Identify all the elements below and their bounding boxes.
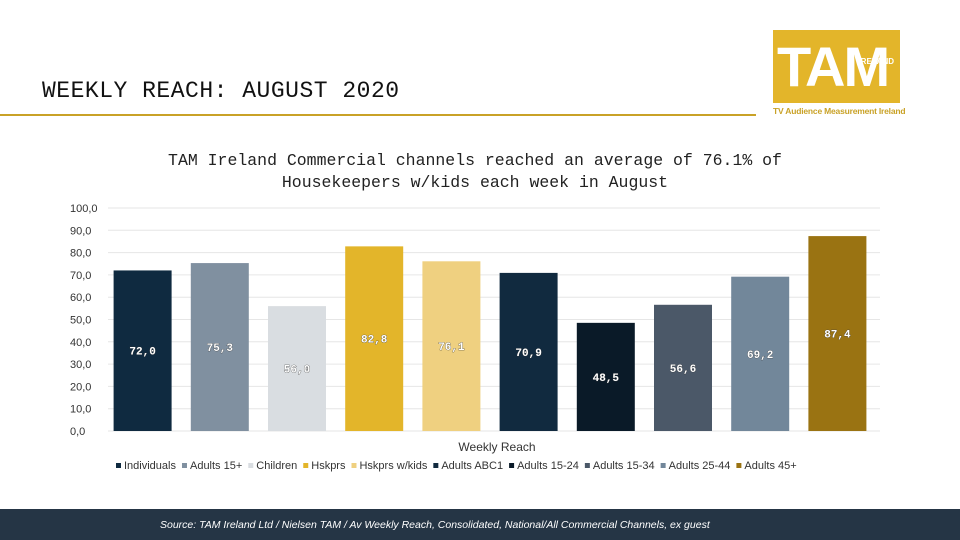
- data-label: 70,9: [515, 348, 541, 360]
- y-tick-label: 50,0: [70, 315, 91, 327]
- y-tick-label: 60,0: [70, 292, 91, 304]
- legend-swatch: [181, 463, 187, 468]
- logo-tagline: TV Audience Measurement Ireland: [773, 106, 906, 116]
- y-tick-label: 40,0: [70, 337, 91, 349]
- footer-bar: Source: TAM Ireland Ltd / Nielsen TAM / …: [0, 509, 960, 540]
- bar-individuals: [113, 270, 172, 431]
- y-tick-label: 30,0: [70, 359, 91, 371]
- data-label: 76,1: [438, 342, 465, 354]
- y-tick-label: 10,0: [70, 404, 91, 416]
- bar-hskprs: [345, 246, 404, 431]
- bar-adults-25-44: [731, 276, 790, 431]
- legend-swatch: [584, 463, 590, 468]
- weekly-reach-bar-chart: 100,0 90,0 80,0 70,0 60,0 50,0 40,0 30,0 20,0 10,…: [70, 203, 880, 472]
- legend-swatch: [433, 463, 439, 468]
- slide-title: WEEKLY REACH: AUGUST 2020: [42, 78, 400, 104]
- legend-swatch: [248, 463, 254, 468]
- data-label: 48,5: [593, 373, 620, 385]
- y-tick-label: 100,0: [70, 203, 98, 215]
- legend-swatch: [660, 463, 666, 468]
- legend-swatch: [116, 463, 121, 468]
- legend-label: Hskprs: [311, 460, 346, 472]
- data-label: 82,8: [361, 335, 388, 347]
- bar-adults-45-: [808, 236, 867, 431]
- title-divider: [0, 114, 756, 116]
- y-tick-label: 90,0: [70, 225, 91, 237]
- legend-swatch: [509, 463, 515, 468]
- legend-label: Adults ABC1: [441, 460, 503, 472]
- legend-label: Adults 15-34: [593, 460, 655, 472]
- legend-label: Adults 15-24: [517, 460, 579, 472]
- bar-adults-15-24: [576, 322, 635, 431]
- legend-label: Adults 15+: [190, 460, 242, 472]
- bar-hskprs-w-kids: [422, 261, 481, 431]
- bar-adults-15-: [190, 263, 249, 431]
- y-tick-label: 70,0: [70, 270, 91, 282]
- data-label: 56,0: [284, 365, 310, 377]
- legend-swatch: [736, 463, 742, 468]
- source-note: Source: TAM Ireland Ltd / Nielsen TAM / …: [160, 519, 710, 531]
- tam-ireland-logo: TAM IRELAND: [773, 30, 900, 103]
- x-axis-label: Weekly Reach: [458, 440, 535, 454]
- data-label: 75,3: [207, 343, 234, 355]
- legend-swatch: [351, 463, 357, 468]
- legend-label: Adults 25-44: [669, 460, 731, 472]
- logo-wordmark: TAM: [777, 35, 890, 98]
- logo-country: IRELAND: [858, 57, 894, 66]
- data-label: 69,2: [747, 350, 773, 362]
- y-tick-label: 20,0: [70, 381, 91, 393]
- legend-label: Children: [256, 460, 297, 472]
- y-tick-label: 0,0: [70, 426, 85, 438]
- legend-label: Adults 45+: [744, 460, 796, 472]
- bar-children: [268, 306, 326, 431]
- data-label: 56,6: [670, 364, 696, 376]
- chart-title: TAM Ireland Commercial channels reached …: [168, 151, 782, 192]
- legend-swatch: [303, 463, 309, 468]
- legend-label: Individuals: [124, 460, 176, 472]
- legend-label: Hskprs w/kids: [359, 460, 427, 472]
- y-tick-label: 80,0: [70, 248, 91, 260]
- data-label: 72,0: [129, 347, 155, 359]
- data-label: 87,4: [824, 330, 851, 342]
- bar-adults-15-34: [654, 304, 712, 431]
- bar-adults-abc1: [499, 272, 558, 431]
